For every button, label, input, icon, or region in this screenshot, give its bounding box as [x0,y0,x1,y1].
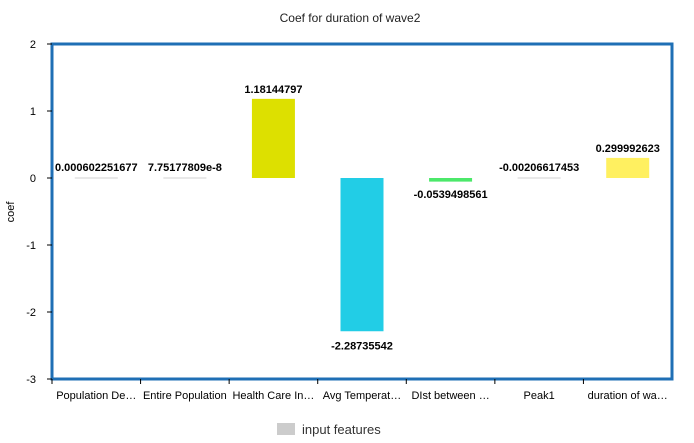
x-category-label: Peak1 [524,390,555,402]
data-label: 0.000602251677 [55,162,138,174]
data-label: 1.18144797 [244,84,302,96]
x-category-label: Population De… [56,390,136,402]
bars [74,98,650,332]
legend[interactable]: input features [277,422,381,437]
y-tick-label: 2 [30,39,36,51]
bar[interactable] [340,178,384,332]
data-label: 0.299992623 [596,143,660,155]
y-axis-ticks: 2 1 0 -1 -2 -3 [26,39,52,386]
legend-swatch[interactable] [277,423,295,435]
y-tick-label: 1 [30,106,36,118]
bar[interactable] [517,177,561,179]
x-category-label: Health Care In… [232,390,314,402]
bar[interactable] [429,178,473,182]
legend-label[interactable]: input features [302,422,381,437]
y-tick-label: -3 [26,374,36,386]
x-category-label: Avg Temperat… [323,390,401,402]
plot-frame [50,42,674,381]
data-label: -0.00206617453 [499,162,579,174]
data-labels: 0.000602251677 7.75177809e-8 1.18144797 -2.… [55,84,660,352]
bar[interactable] [163,177,207,179]
data-label: -2.28735542 [331,340,393,352]
y-tick-label: -1 [26,240,36,252]
y-axis-label: coef [5,201,17,223]
x-category-label: duration of wa… [588,390,668,402]
bar[interactable] [251,98,295,178]
x-category-label: DIst between … [411,390,489,402]
y-tick-label: 0 [30,173,36,185]
bar[interactable] [74,177,118,179]
x-axis-categories: Population De… Entire Population Health Ca… [51,379,668,402]
data-label: 7.75177809e-8 [148,162,222,174]
data-label: -0.0539498561 [414,189,488,201]
chart-title: Coef for duration of wave2 [280,11,421,25]
bar[interactable] [606,157,650,178]
y-tick-label: -2 [26,307,36,319]
x-category-label: Entire Population [143,390,227,402]
